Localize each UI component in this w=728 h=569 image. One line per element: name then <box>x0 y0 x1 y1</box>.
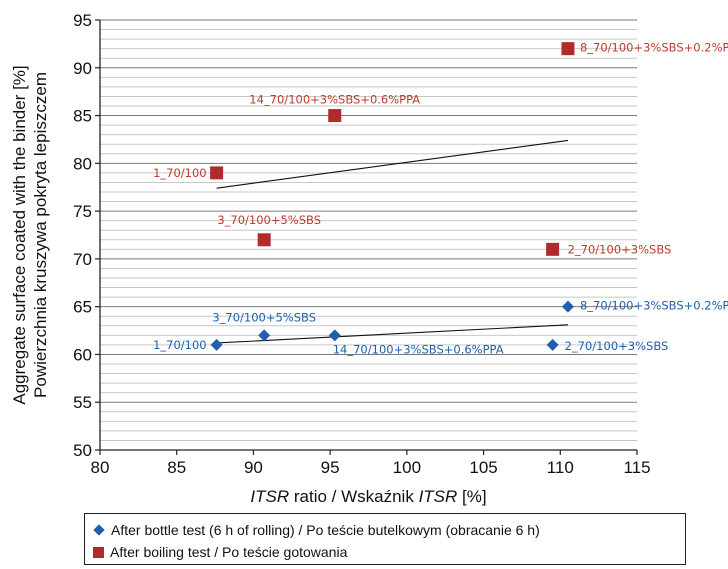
y-tick-label: 55 <box>73 393 92 412</box>
bottle-test-point <box>561 300 574 313</box>
x-tick-label: 95 <box>321 458 340 477</box>
y-tick-label: 70 <box>73 250 92 269</box>
y-tick-label: 50 <box>73 441 92 460</box>
bottle-test-point <box>546 338 559 351</box>
x-tick-label: 100 <box>393 458 421 477</box>
data-markers <box>210 42 575 351</box>
boiling-test-data-label: 3_70/100+5%SBS <box>217 213 321 227</box>
y-tick-label: 65 <box>73 298 92 317</box>
y-tick-label: 95 <box>73 11 92 30</box>
x-tick-label: 85 <box>167 458 186 477</box>
grid-lines <box>100 19 637 451</box>
chart-legend: After bottle test (6 h of rolling) / Po … <box>84 513 686 565</box>
legend-item-bottle-test: After bottle test (6 h of rolling) / Po … <box>93 522 540 538</box>
y-tick-label: 85 <box>73 107 92 126</box>
x-tick-label: 105 <box>469 458 497 477</box>
boiling-test-data-label: 1_70/100 <box>153 166 207 180</box>
x-tick-label: 80 <box>91 458 110 477</box>
bottle-test-data-label: 2_70/100+3%SBS <box>565 339 669 353</box>
boiling-test-point <box>328 109 342 123</box>
legend-label-bottle-test: After bottle test (6 h of rolling) / Po … <box>111 522 540 538</box>
square-marker-icon <box>93 546 104 558</box>
bottle-test-data-label: 1_70/100 <box>153 338 207 352</box>
y-tick-label: 60 <box>73 345 92 364</box>
tick-labels: 50 55 60 65 70 75 80 85 90 95 80 85 90 95 100 105 110 115 <box>73 11 650 477</box>
bottle-test-point <box>328 329 341 342</box>
x-axis-label: ITSR ratio / Wskaźnik ITSR [%] <box>250 487 486 506</box>
boiling-test-data-label: 2_70/100+3%SBS <box>568 242 672 256</box>
y-tick-label: 80 <box>73 154 92 173</box>
boiling-test-point <box>561 42 575 56</box>
diamond-marker-icon <box>93 524 105 536</box>
legend-label-boiling-test: After boiling test / Po teście gotowania <box>110 544 348 560</box>
bottle-test-data-label: 3_70/100+5%SBS <box>212 310 316 324</box>
y-tick-label: 75 <box>73 202 92 221</box>
trendline-boiling-test <box>216 139 569 189</box>
y-axis-label-line-2: Powierzchnia kruszywa pokryta lepiszczem <box>31 72 50 398</box>
boiling-test-point <box>210 166 224 180</box>
x-tick-label: 110 <box>547 458 574 477</box>
x-tick-label: 115 <box>623 458 650 477</box>
boiling-test-data-label: 14_70/100+3%SBS+0.6%PPA <box>249 93 420 107</box>
y-axis-label-line-1: Aggregate surface coated with the binder… <box>10 65 29 404</box>
bottle-test-point <box>258 329 271 342</box>
boiling-test-point <box>257 233 271 247</box>
scatter-chart: 50 55 60 65 70 75 80 85 90 95 80 85 90 95 100 105 110 115… <box>10 11 728 506</box>
trendlines <box>216 139 569 344</box>
boiling-test-point <box>546 242 560 256</box>
data-labels: 1_70/100 3_70/100+5%SBS 14_70/100+3%SBS+0.… <box>153 41 728 357</box>
legend-item-boiling-test: After boiling test / Po teście gotowania <box>93 544 347 560</box>
x-tick-label: 90 <box>244 458 263 477</box>
bottle-test-point <box>210 338 223 351</box>
axes <box>95 19 638 455</box>
bottle-test-data-label: 14_70/100+3%SBS+0.6%PPA <box>333 342 504 356</box>
bottle-test-data-label: 8_70/100+3%SBS+0.2%PPA <box>580 299 728 313</box>
boiling-test-data-label: 8_70/100+3%SBS+0.2%PPA <box>580 41 728 55</box>
trendline-bottle-test <box>216 324 568 344</box>
y-tick-label: 90 <box>73 59 92 78</box>
